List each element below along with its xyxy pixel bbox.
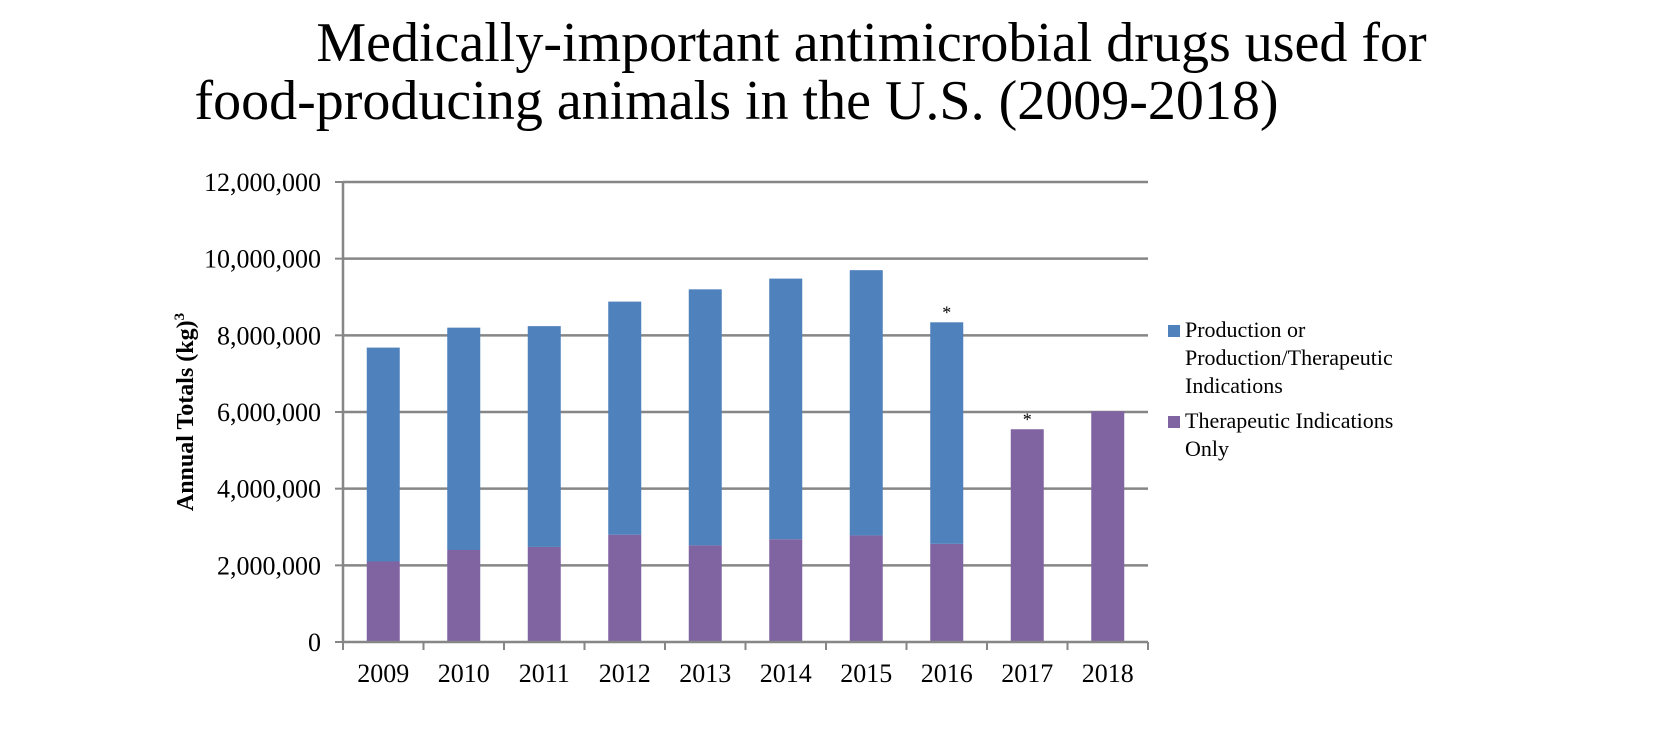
annotations: ** [942,302,1032,429]
x-tick-label: 2017 [1001,659,1053,688]
y-tick-label: 8,000,000 [217,321,321,350]
bar-annotation: * [942,302,951,322]
x-tick-label: 2018 [1082,659,1134,688]
legend: Production or Production/Therapeutic Indic… [1168,317,1393,461]
bar-segment [608,301,642,535]
bar-segment [1091,411,1125,642]
legend-label: Only [1185,436,1229,461]
y-tick-label: 0 [308,628,321,657]
x-tick-label: 2010 [438,659,490,688]
x-tick-labels: 2009 2010 2011 2012 2013 2014 2015 2016 2017 2018 [357,659,1134,688]
chart-title-line-1: Medically-important antimicrobial drugs … [316,12,1427,74]
bar-segment [688,289,722,546]
y-axis-label-superscript: 3 [172,313,188,321]
x-tick-label: 2016 [921,659,973,688]
bar-segment [447,550,481,642]
bar-segment [447,327,481,550]
y-tick-label: 2,000,000 [217,551,321,580]
legend-label: Production/Therapeutic [1185,345,1393,370]
x-tick-label: 2013 [679,659,731,688]
y-tick-labels: 0 2,000,000 4,000,000 6,000,000 8,000,000 10,… [204,168,321,657]
y-axis-label-main: Annual Totals (kg) [173,320,199,511]
bar-segment [527,546,561,642]
x-tick-label: 2014 [760,659,812,688]
bar-segment [366,561,400,642]
legend-swatch [1168,416,1180,428]
y-tick-label: 6,000,000 [217,398,321,427]
legend-swatch [1168,325,1180,337]
y-tick-label: 12,000,000 [204,168,321,197]
legend-label: Production or [1185,317,1306,342]
axes [341,182,1149,650]
x-tick-label: 2015 [840,659,892,688]
bar-segment [930,322,964,544]
x-tick-label: 2012 [599,659,651,688]
y-tick-label: 4,000,000 [217,475,321,504]
bar-segment [688,545,722,642]
bar-segment [849,535,883,642]
x-tick-label: 2011 [519,659,570,688]
bar-annotation: * [1023,409,1032,429]
bar-segment [608,534,642,642]
legend-label: Therapeutic Indications [1185,408,1393,433]
bars [366,270,1125,642]
bar-segment [1010,429,1044,642]
legend-label: Indications [1185,373,1283,398]
y-axis-label: Annual Totals (kg)3 [172,313,199,511]
bar-segment [366,347,400,562]
bar-segment [930,543,964,642]
bar-segment [527,326,561,547]
chart-title: Medically-important antimicrobial drugs … [0,14,1653,130]
x-tick-label: 2009 [357,659,409,688]
y-axis-label-text: Annual Totals (kg)3 [172,313,199,511]
bar-segment [769,278,803,540]
bar-segment [769,539,803,642]
y-tick-label: 10,000,000 [204,245,321,274]
chart-title-line-2: food-producing animals in the U.S. (2009… [194,70,1279,132]
bar-segment [849,270,883,536]
